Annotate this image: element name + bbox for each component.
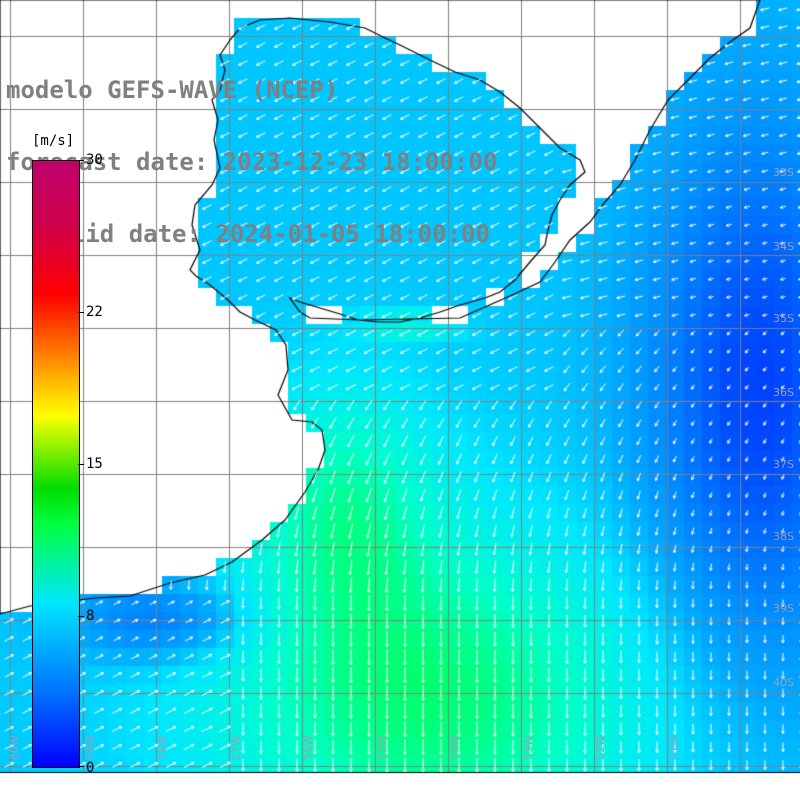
title-model: modelo GEFS-WAVE (NCEP) — [6, 76, 339, 104]
lon-label-54w: 54W — [448, 735, 461, 760]
lat-label-35s: 35S — [773, 312, 794, 325]
colorbar — [32, 160, 80, 768]
lon-label-59w: 59W — [84, 735, 97, 760]
colorbar-unit: [m/s] — [32, 133, 75, 149]
colorbar-tick-mark — [78, 766, 84, 767]
lat-label-38s: 38S — [773, 530, 794, 543]
lon-label-60w: 60W — [8, 735, 21, 760]
colorbar-tick-mark — [78, 160, 84, 161]
colorbar-tick-0: 0 — [86, 760, 95, 776]
lat-label-39s: 39S — [773, 602, 794, 615]
lat-label-34s: 34S — [773, 240, 794, 253]
lon-label-56w: 56W — [302, 735, 315, 760]
lon-label-52w: 52W — [594, 735, 607, 760]
colorbar-tick-22: 22 — [86, 304, 103, 320]
colorbar-tick-30: 30 — [86, 152, 103, 168]
lon-label-53w: 53W — [522, 735, 535, 760]
colorbar-tick-15: 15 — [86, 456, 103, 472]
colorbar-tick-mark — [78, 312, 84, 313]
lon-label-55w: 55W — [376, 735, 389, 760]
lat-label-37s: 37S — [773, 458, 794, 471]
colorbar-tick-8: 8 — [86, 608, 95, 624]
lat-label-36s: 36S — [773, 386, 794, 399]
lat-label-40s: 40S — [773, 676, 794, 689]
lon-label-58w: 58W — [156, 735, 169, 760]
lon-label-51w: 51W — [668, 735, 681, 760]
colorbar-tick-mark — [78, 464, 84, 465]
colorbar-tick-mark — [78, 616, 84, 617]
lat-label-33s: 33S — [773, 166, 794, 179]
lon-label-57w: 57W — [230, 735, 243, 760]
